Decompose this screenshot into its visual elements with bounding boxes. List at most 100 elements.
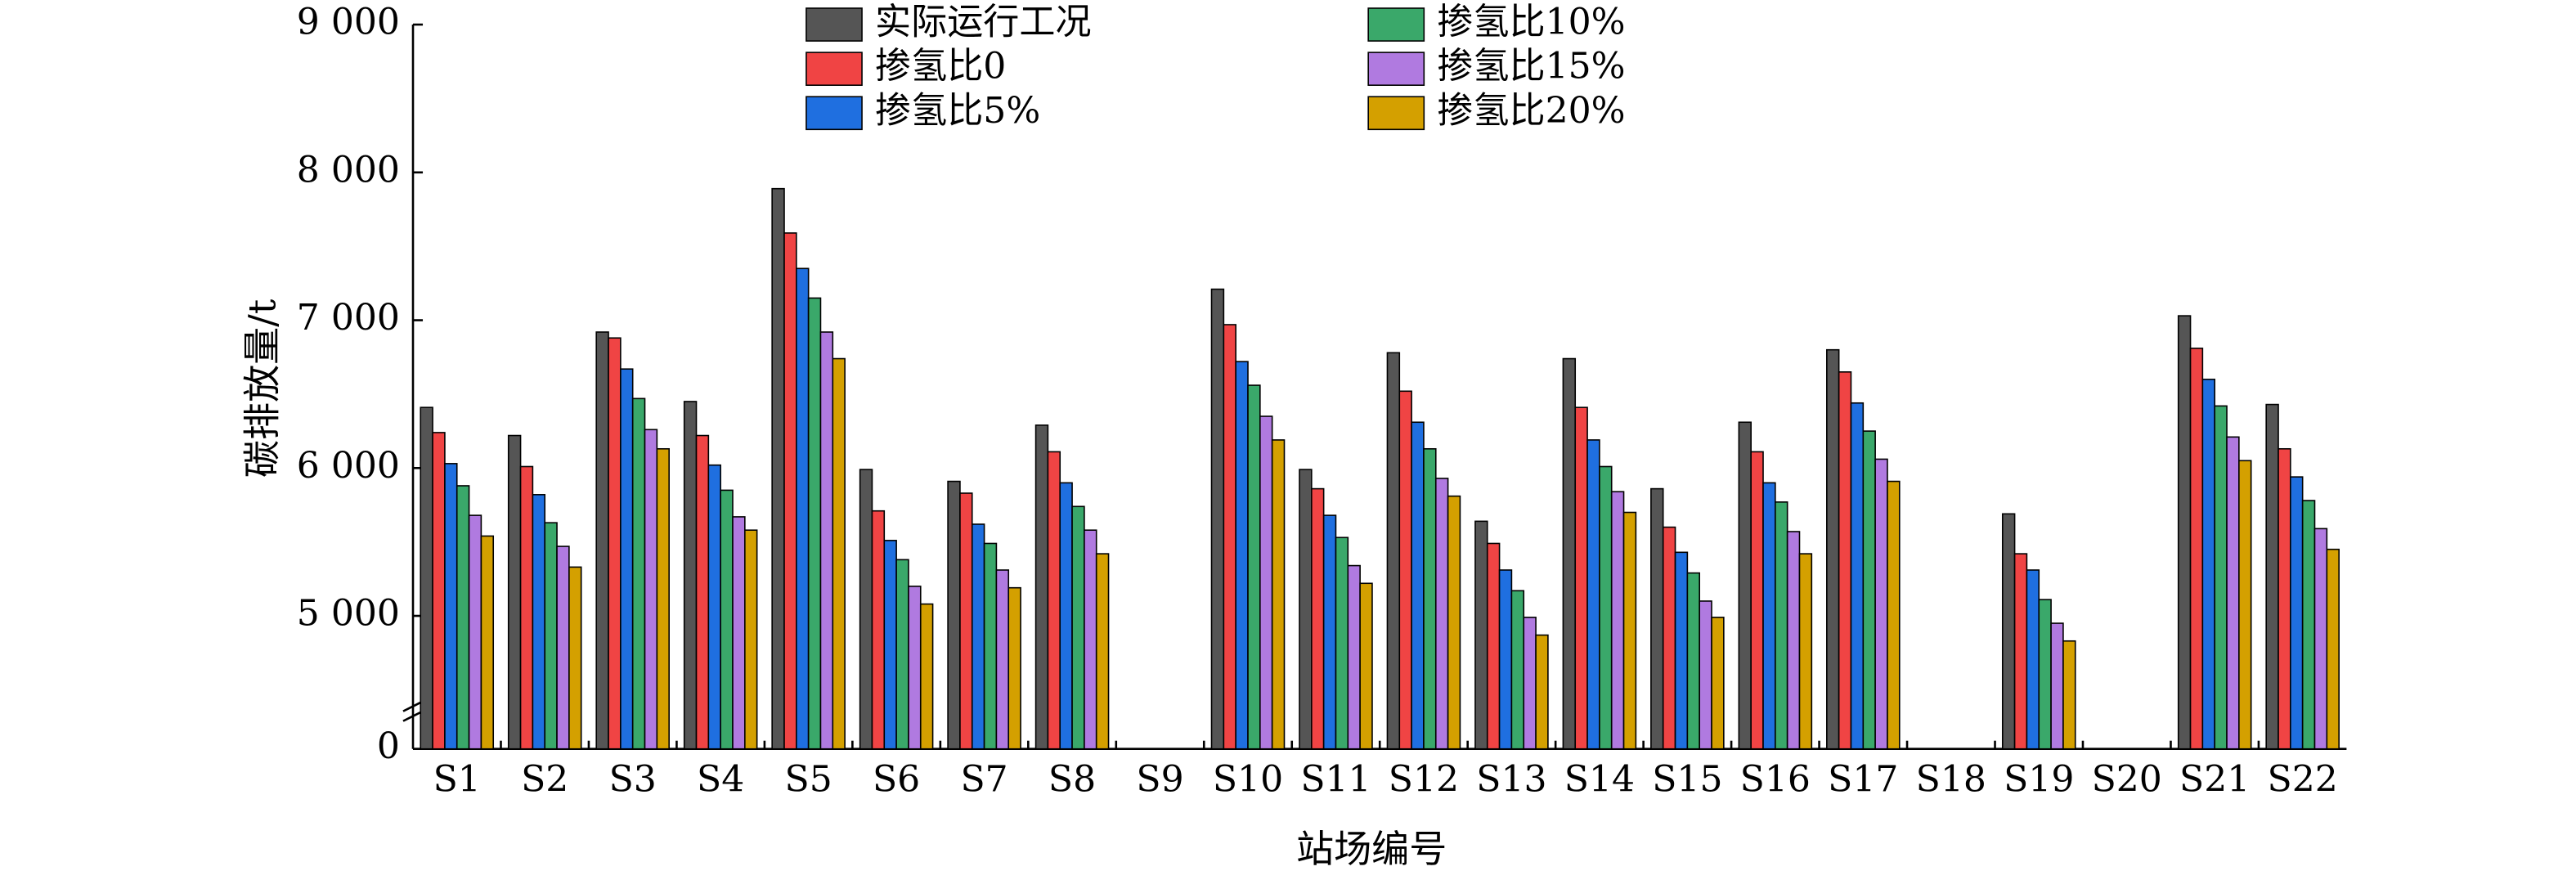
bar bbox=[1034, 424, 1049, 750]
bar bbox=[1750, 451, 1764, 750]
legend-label: 掺氢比10% bbox=[1437, 2, 1625, 43]
bar bbox=[468, 514, 482, 750]
x-tick-label: S5 bbox=[785, 758, 832, 800]
x-tick-label: S20 bbox=[2092, 758, 2162, 800]
bar bbox=[1095, 553, 1110, 750]
bar bbox=[1599, 465, 1613, 750]
bar bbox=[2214, 405, 2228, 750]
bar bbox=[819, 331, 834, 750]
bar bbox=[1586, 439, 1600, 750]
bar bbox=[2177, 315, 2192, 750]
bar bbox=[1247, 384, 1261, 750]
bar bbox=[883, 540, 897, 750]
bar bbox=[2189, 348, 2204, 750]
bar bbox=[683, 401, 698, 750]
bar bbox=[2265, 403, 2279, 750]
y-tick-label: 6 000 bbox=[297, 445, 400, 487]
bar bbox=[2038, 599, 2052, 750]
bar bbox=[1674, 551, 1689, 750]
axis-break bbox=[402, 710, 424, 722]
legend-swatch bbox=[806, 52, 863, 86]
bar bbox=[1535, 634, 1549, 750]
x-tick-label: S8 bbox=[1048, 758, 1096, 800]
bar bbox=[732, 516, 746, 750]
x-axis-title: 站场编号 bbox=[1296, 827, 1447, 871]
bar bbox=[2226, 436, 2240, 750]
bar bbox=[1562, 357, 1577, 750]
bar bbox=[1235, 361, 1249, 750]
bar bbox=[908, 586, 922, 750]
x-tick-label: S1 bbox=[433, 758, 481, 800]
bar bbox=[2290, 476, 2304, 750]
bar bbox=[1411, 421, 1425, 750]
bar bbox=[595, 331, 609, 750]
y-tick-label: 8 000 bbox=[297, 149, 400, 191]
bar bbox=[1359, 582, 1373, 750]
bar bbox=[1322, 514, 1337, 750]
bar bbox=[507, 434, 522, 750]
bar bbox=[1510, 590, 1525, 750]
x-tick-label: S3 bbox=[609, 758, 657, 800]
bar bbox=[420, 406, 433, 750]
bar bbox=[1059, 482, 1073, 750]
x-tick-label: S9 bbox=[1136, 758, 1183, 800]
x-tick-label: S2 bbox=[521, 758, 568, 800]
bar bbox=[707, 464, 721, 750]
bar bbox=[2062, 640, 2076, 750]
bar bbox=[895, 559, 909, 750]
bar bbox=[631, 397, 646, 750]
bar bbox=[1850, 402, 1865, 750]
bar bbox=[1838, 371, 1852, 750]
x-tick-label: S4 bbox=[697, 758, 744, 800]
bar bbox=[1271, 439, 1286, 750]
bar bbox=[519, 465, 534, 750]
x-tick-label: S22 bbox=[2268, 758, 2338, 800]
legend-swatch bbox=[1367, 52, 1425, 86]
y-tick-label: 9 000 bbox=[297, 2, 400, 43]
bar bbox=[995, 569, 1010, 750]
bar bbox=[1786, 531, 1801, 750]
bar bbox=[1798, 553, 1813, 750]
bar bbox=[859, 469, 873, 750]
x-tick-label: S21 bbox=[2179, 758, 2250, 800]
x-tick-label: S6 bbox=[873, 758, 920, 800]
bar bbox=[1862, 430, 1876, 750]
bar bbox=[796, 267, 810, 750]
bar bbox=[656, 447, 670, 750]
legend-swatch bbox=[1367, 7, 1425, 42]
bar bbox=[2301, 500, 2316, 750]
bar bbox=[1775, 501, 1788, 750]
bar bbox=[2026, 569, 2040, 750]
bar bbox=[871, 510, 886, 750]
bar bbox=[1738, 421, 1752, 750]
bar bbox=[2013, 553, 2028, 750]
bar bbox=[1447, 495, 1461, 750]
x-tick-label: S14 bbox=[1564, 758, 1635, 800]
bar bbox=[1423, 447, 1437, 750]
bar bbox=[1711, 617, 1725, 750]
bar bbox=[2050, 622, 2064, 750]
bar bbox=[2278, 447, 2291, 750]
bar bbox=[1008, 586, 1021, 750]
bar bbox=[568, 566, 582, 750]
bar bbox=[544, 522, 558, 750]
legend-label: 实际运行工况 bbox=[875, 2, 1091, 43]
y-tick-label: 0 bbox=[377, 725, 400, 767]
bar bbox=[1210, 288, 1225, 750]
x-tick-label: S7 bbox=[960, 758, 1008, 800]
bar bbox=[1071, 505, 1085, 750]
bar bbox=[1650, 487, 1664, 750]
legend-swatch bbox=[806, 7, 863, 42]
bar bbox=[695, 434, 710, 750]
bar bbox=[783, 232, 797, 750]
bar bbox=[2313, 528, 2328, 750]
legend-label: 掺氢比15% bbox=[1437, 46, 1625, 88]
bar bbox=[1574, 406, 1588, 750]
bar bbox=[1762, 482, 1776, 750]
bar bbox=[1610, 491, 1625, 750]
bar bbox=[1084, 529, 1097, 750]
legend-label: 掺氢比20% bbox=[1437, 90, 1625, 132]
bar bbox=[1523, 617, 1537, 750]
